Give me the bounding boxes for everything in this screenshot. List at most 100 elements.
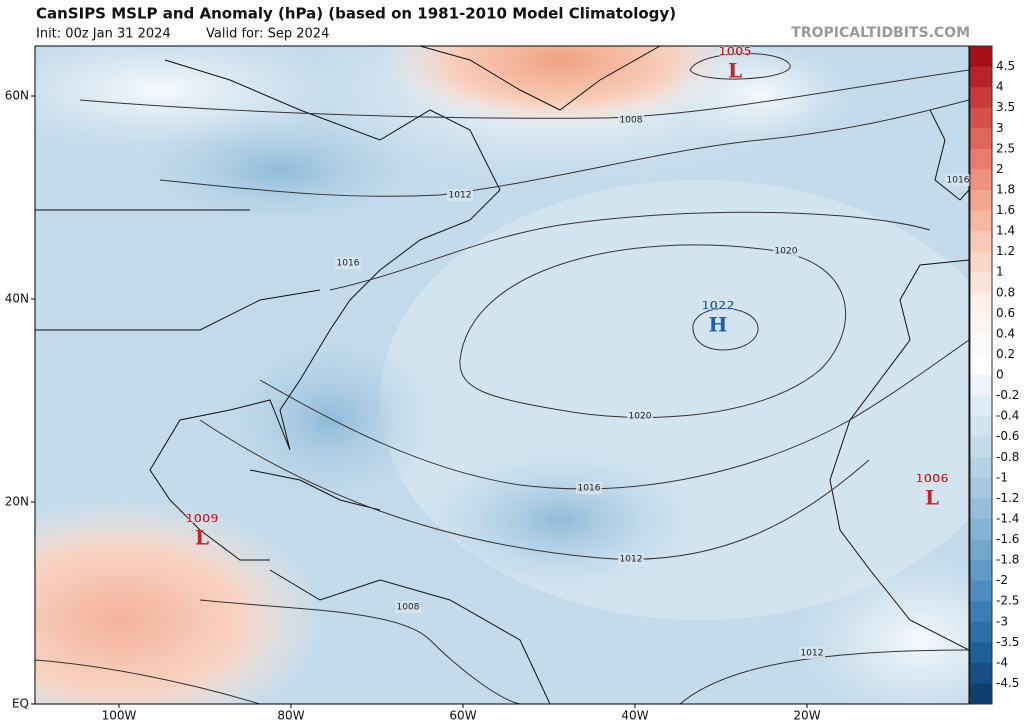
colorbar-label: 0.2 (996, 347, 1015, 361)
colorbar-label: -4.5 (996, 676, 1019, 690)
colorbar-swatch (970, 560, 992, 582)
colorbar-label: 3 (996, 121, 1004, 135)
colorbar-label: 1.2 (996, 244, 1015, 258)
colorbar-swatch (970, 107, 992, 129)
colorbar: 4.5 4 3.5 3 2.5 2 1.8 1.6 1.4 1.2 1 0.8 0.6 0.4 0.2 0 -0… (969, 45, 1019, 705)
center-letter: L (195, 526, 209, 550)
contour-label: 1012 (620, 555, 643, 565)
colorbar-swatch (970, 683, 992, 705)
map-frame (34, 45, 970, 705)
colorbar-label: 1.8 (996, 182, 1015, 196)
colorbar-swatch (970, 395, 992, 417)
contour-label: 1016 (337, 259, 360, 269)
lat-label: 60N (5, 89, 29, 103)
colorbar-swatch (970, 457, 992, 479)
contour-label-bg (447, 189, 473, 201)
colorbar-swatch (970, 436, 992, 458)
colorbar-label: 3.5 (996, 100, 1015, 114)
colorbar-swatch (970, 477, 992, 499)
colorbar-label: 2 (996, 162, 1004, 176)
contour-label: 1012 (801, 649, 824, 659)
center-letter: H (709, 313, 728, 337)
colorbar-label: 1 (996, 265, 1004, 279)
colorbar-swatch (970, 416, 992, 438)
contour-label: 1008 (397, 603, 420, 613)
colorbar-swatch (970, 272, 992, 294)
colorbar-swatch (970, 313, 992, 335)
colorbar-swatch (970, 128, 992, 150)
colorbar-label: -1 (996, 470, 1008, 484)
colorbar-label: -0.6 (996, 429, 1019, 443)
colorbar-label: -0.8 (996, 450, 1019, 464)
contour-label: 1020 (775, 247, 798, 257)
lon-label: 100W (102, 709, 137, 723)
colorbar-swatch (970, 539, 992, 561)
contour-label: 1008 (620, 116, 643, 126)
colorbar-label: -4 (996, 655, 1008, 669)
contour-label: 1016 (947, 176, 970, 186)
contour-label-bg (576, 482, 602, 494)
colorbar-label: 0.4 (996, 326, 1015, 340)
colorbar-label: -3.5 (996, 635, 1019, 649)
colorbar-swatch (970, 662, 992, 684)
colorbar-swatch (970, 251, 992, 273)
center-pressure: 1006 (915, 472, 948, 486)
contour-label-bg (773, 245, 799, 257)
colorbar-label: 4 (996, 80, 1004, 94)
contour-label-bg (395, 601, 421, 613)
colorbar-label: -1.2 (996, 491, 1019, 505)
lat-label: EQ (12, 697, 29, 711)
contour-label-bg (627, 410, 653, 422)
colorbar-swatch (970, 46, 992, 68)
colorbar-swatch (970, 292, 992, 314)
colorbar-label: -0.2 (996, 388, 1019, 402)
contour-label: 1012 (449, 191, 472, 201)
colorbar-swatch (970, 66, 992, 88)
lat-label: 20N (5, 495, 29, 509)
colorbar-swatch (970, 580, 992, 602)
colorbar-label: 1.6 (996, 203, 1015, 217)
colorbar-swatch (970, 87, 992, 109)
colorbar-swatch (970, 148, 992, 170)
colorbar-swatch (970, 621, 992, 643)
colorbar-swatch (970, 642, 992, 664)
colorbar-label: -2 (996, 573, 1008, 587)
contour-label-bg (618, 114, 644, 126)
colorbar-swatch (970, 210, 992, 232)
colorbar-label: -3 (996, 614, 1008, 628)
contour-label: 1016 (578, 484, 601, 494)
valid-time: Valid for: Sep 2024 (206, 27, 329, 42)
colorbar-label: 0 (996, 368, 1004, 382)
colorbar-swatch (970, 518, 992, 540)
center-letter: L (925, 486, 939, 510)
colorbar-swatch (970, 498, 992, 520)
map-labels: 60N 40N 20N EQ 100W 80W 60W 40W 20W 1008 1012 1016 1… (5, 44, 971, 723)
lon-label: 80W (277, 709, 304, 723)
colorbar-swatch (970, 601, 992, 623)
colorbar-label: 1.4 (996, 224, 1015, 238)
colorbar-label: 2.5 (996, 141, 1015, 155)
colorbar-label: -1.6 (996, 532, 1019, 546)
center-pressure: 1022 (701, 299, 734, 313)
center-pressure: 1005 (718, 45, 751, 59)
contour-label-bg (799, 647, 825, 659)
colorbar-label: 0.8 (996, 285, 1015, 299)
colorbar-swatch (970, 231, 992, 253)
lon-label: 20W (793, 709, 820, 723)
colorbar-swatch (970, 375, 992, 397)
colorbar-label: 4.5 (996, 59, 1015, 73)
colorbar-swatch (970, 169, 992, 191)
center-pressure: 1009 (185, 512, 218, 526)
contour-label-bg (945, 174, 971, 186)
colorbar-label: -2.5 (996, 594, 1019, 608)
contour-label-bg (618, 553, 644, 565)
center-letter: L (728, 59, 742, 83)
colorbar-label: -1.4 (996, 511, 1019, 525)
colorbar-swatch (970, 333, 992, 355)
source-label: TROPICALTIDBITS.COM (791, 25, 970, 41)
init-time: Init: 00z Jan 31 2024 (36, 27, 171, 42)
colorbar-frame (969, 45, 993, 705)
colorbar-swatch (970, 189, 992, 211)
